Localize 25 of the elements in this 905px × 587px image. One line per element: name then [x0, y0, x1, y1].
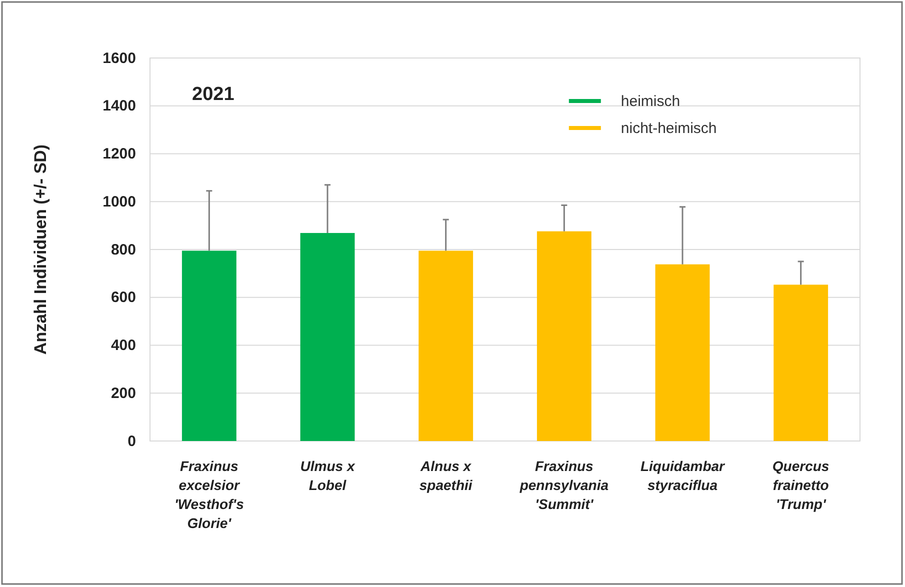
y-tick-label: 1000	[102, 193, 136, 210]
text: 2021	[192, 84, 235, 105]
legend-label: heimisch	[620, 93, 680, 110]
bar	[418, 250, 474, 441]
y-tick-label: 800	[110, 241, 136, 258]
y-tick-label: 400	[110, 337, 136, 354]
y-tick-label: 0	[128, 432, 136, 450]
x-tick-label: Quercus frainetto 'Trump'	[772, 458, 830, 512]
y-tick-label: 1600	[102, 50, 136, 67]
x-tick-label: Liquidambar styraciflua	[640, 458, 726, 493]
bar	[774, 284, 828, 441]
bar	[182, 250, 236, 441]
x-tick-label: Fraxinus pennsylvania 'Summit'	[518, 458, 609, 512]
y-tick-label: 200	[110, 384, 136, 402]
y-tick-label: 1200	[102, 146, 136, 163]
x-tick-label: Alnus x spaethii	[419, 458, 474, 493]
x-tick-label: Ulmus x Lobel	[300, 458, 356, 493]
y-tick-label: 1400	[102, 98, 136, 115]
y-axis-title: Anzahl Individuen (+/- SD)	[31, 144, 50, 355]
x-tick-label: Fraxinus excelsior 'Westhof's Glorie'	[174, 458, 244, 531]
bar	[655, 264, 710, 441]
legend-label: nicht-heimisch	[620, 120, 717, 137]
y-tick-label: 600	[110, 289, 136, 306]
bar	[536, 231, 592, 441]
bar	[300, 232, 355, 441]
